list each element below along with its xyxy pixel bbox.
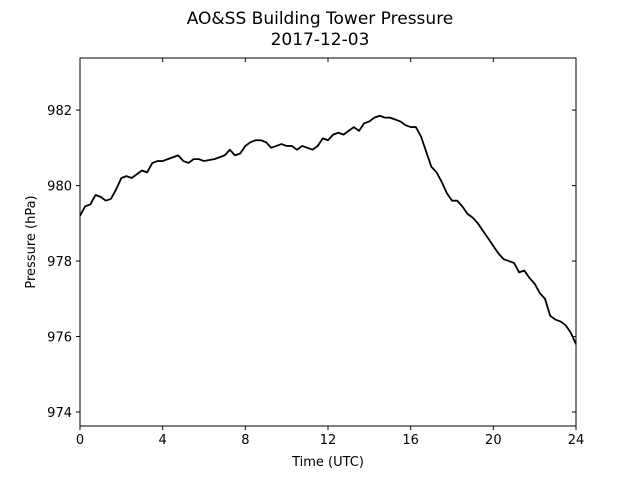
y-tick-label: 976 bbox=[47, 331, 72, 346]
x-tick-label: 12 bbox=[320, 433, 337, 448]
y-tick-label: 978 bbox=[47, 255, 72, 270]
x-tick-label: 24 bbox=[568, 433, 585, 448]
x-tick-label: 20 bbox=[485, 433, 502, 448]
y-tick-label: 982 bbox=[47, 104, 72, 119]
x-tick-label: 0 bbox=[76, 433, 84, 448]
x-axis-label: Time (UTC) bbox=[291, 455, 364, 470]
chart-title: AO&SS Building Tower Pressure bbox=[187, 9, 454, 29]
x-tick-label: 4 bbox=[159, 433, 167, 448]
axes-frame bbox=[79, 57, 577, 427]
y-tick-label: 974 bbox=[47, 406, 72, 421]
y-tick-label: 980 bbox=[47, 180, 72, 195]
x-tick-label: 16 bbox=[402, 433, 419, 448]
x-tick-label: 8 bbox=[241, 433, 249, 448]
y-axis-label: Pressure (hPa) bbox=[24, 195, 39, 288]
line bbox=[79, 114, 577, 345]
chart-subtitle: 2017-12-03 bbox=[271, 30, 370, 50]
